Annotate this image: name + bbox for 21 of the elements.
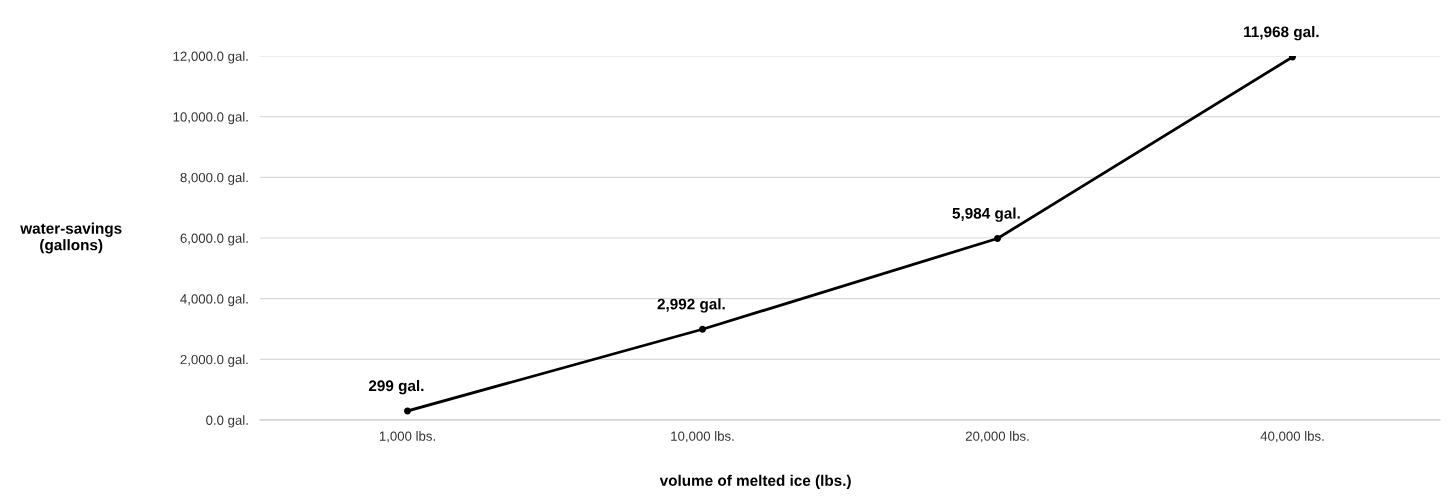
y-axis-title: water-savings (gallons) bbox=[20, 222, 122, 254]
point bbox=[994, 235, 1001, 242]
x-tick-label: 1,000 lbs. bbox=[379, 431, 435, 443]
data-label: 11,968 gal. bbox=[1244, 26, 1319, 41]
y-tick-label: 2,000.0 gal. bbox=[180, 354, 248, 367]
x-tick-label: 20,000 lbs. bbox=[965, 431, 1029, 443]
data-label: 2,992 gal. bbox=[657, 298, 725, 313]
point bbox=[699, 325, 706, 333]
y-tick-label: 10,000.0 gal. bbox=[173, 111, 248, 125]
x-axis-title: volume of melted ice (lbs.) bbox=[659, 474, 851, 489]
y-tick-label: 6,000.0 gal. bbox=[180, 233, 248, 246]
data-label: 299 gal. bbox=[368, 379, 424, 395]
x-tick-label: 10,000 lbs. bbox=[671, 431, 734, 443]
data-label: 5,984 gal. bbox=[952, 207, 1020, 222]
y-tick-label: 12,000.0 gal. bbox=[173, 51, 248, 64]
y-tick-label: 0.0 gal. bbox=[206, 415, 248, 428]
point bbox=[404, 407, 411, 415]
point bbox=[1289, 56, 1296, 61]
y-tick-label: 8,000.0 gal. bbox=[180, 172, 248, 185]
y-tick-label: 4,000.0 gal. bbox=[180, 293, 248, 307]
x-tick-label: 40,000 lbs. bbox=[1260, 431, 1324, 443]
